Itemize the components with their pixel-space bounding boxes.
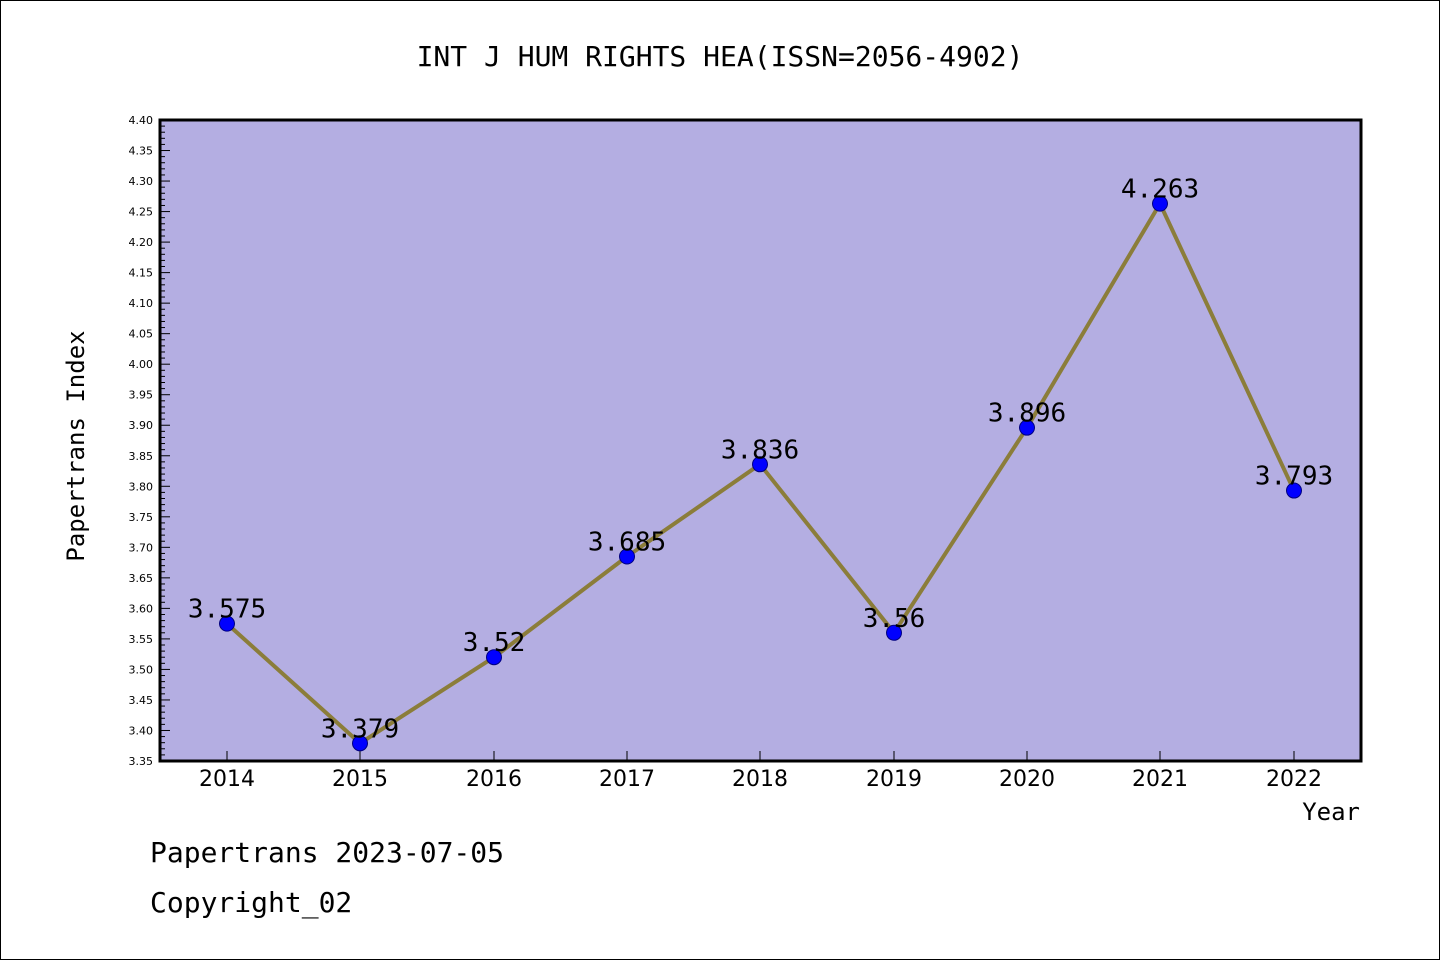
- data-label: 3.575: [188, 595, 266, 625]
- data-point: [219, 615, 235, 632]
- data-label: 3.379: [321, 714, 399, 744]
- y-axis: 3.35 3.40 3.45 3.50 3.55 3.60 3.65 3.70 3.75 3.80…: [129, 114, 170, 768]
- data-labels: 3.575 3.379 3.52 3.685 3.836 3.56 3.896 4.263 3.…: [188, 175, 1333, 745]
- data-point: [619, 548, 635, 565]
- data-point: [1286, 482, 1302, 499]
- y-tick-label: 4.00: [129, 358, 154, 371]
- y-tick-label: 3.80: [129, 480, 154, 493]
- footer-date: Papertrans 2023-07-05: [150, 836, 505, 869]
- x-tick-label: 2017: [599, 767, 655, 792]
- y-tick-label: 3.60: [129, 602, 154, 615]
- data-point: [352, 735, 368, 752]
- y-tick-label: 4.30: [129, 175, 154, 188]
- y-tick-label: 3.90: [129, 419, 154, 432]
- x-axis-label: Year: [1302, 798, 1360, 826]
- data-label: 3.56: [863, 604, 926, 634]
- y-tick-label: 4.15: [129, 267, 154, 280]
- y-tick-label: 4.35: [129, 145, 154, 158]
- y-tick-label: 3.55: [129, 633, 154, 646]
- y-tick-label: 4.40: [129, 114, 154, 127]
- x-tick-label: 2019: [866, 767, 922, 792]
- y-tick-label: 4.05: [129, 328, 154, 341]
- data-point: [752, 456, 768, 473]
- x-tick-label: 2018: [732, 767, 788, 792]
- y-tick-label: 3.35: [129, 755, 154, 768]
- data-label: 3.793: [1255, 462, 1333, 492]
- y-tick-label: 3.85: [129, 450, 154, 463]
- data-points: [219, 195, 1302, 752]
- data-point: [1019, 419, 1035, 436]
- y-tick-label: 3.40: [129, 724, 154, 737]
- y-tick-label: 3.70: [129, 541, 154, 554]
- y-axis-label: Papertrans Index: [62, 330, 90, 561]
- footer-copyright: Copyright_02: [150, 886, 353, 919]
- data-label: 4.263: [1121, 175, 1199, 205]
- data-label: 3.896: [988, 399, 1066, 429]
- data-label: 3.685: [588, 527, 666, 557]
- x-tick-label: 2021: [1132, 767, 1188, 792]
- x-axis: 2014 2015 2016 2017 2018 2019 2020 2021 2022: [199, 751, 1322, 792]
- x-tick-label: 2020: [999, 767, 1055, 792]
- y-tick-label: 3.65: [129, 572, 154, 585]
- x-tick-label: 2022: [1266, 767, 1322, 792]
- y-tick-label: 3.75: [129, 511, 154, 524]
- y-tick-label: 3.95: [129, 389, 154, 402]
- x-tick-label: 2016: [466, 767, 522, 792]
- chart-title: INT J HUM RIGHTS HEA(ISSN=2056-4902): [417, 40, 1024, 73]
- data-label: 3.836: [721, 435, 799, 465]
- x-tick-label: 2015: [332, 767, 388, 792]
- data-point: [1152, 195, 1168, 212]
- x-tick-label: 2014: [199, 767, 255, 792]
- plot-area: [158, 118, 1363, 763]
- y-tick-label: 3.45: [129, 694, 154, 707]
- y-tick-label: 4.25: [129, 206, 154, 219]
- y-tick-label: 4.20: [129, 236, 154, 249]
- y-tick-label: 4.10: [129, 297, 154, 310]
- data-point: [486, 649, 502, 666]
- data-point: [886, 624, 902, 641]
- data-label: 3.52: [463, 628, 526, 658]
- y-tick-label: 3.50: [129, 663, 154, 676]
